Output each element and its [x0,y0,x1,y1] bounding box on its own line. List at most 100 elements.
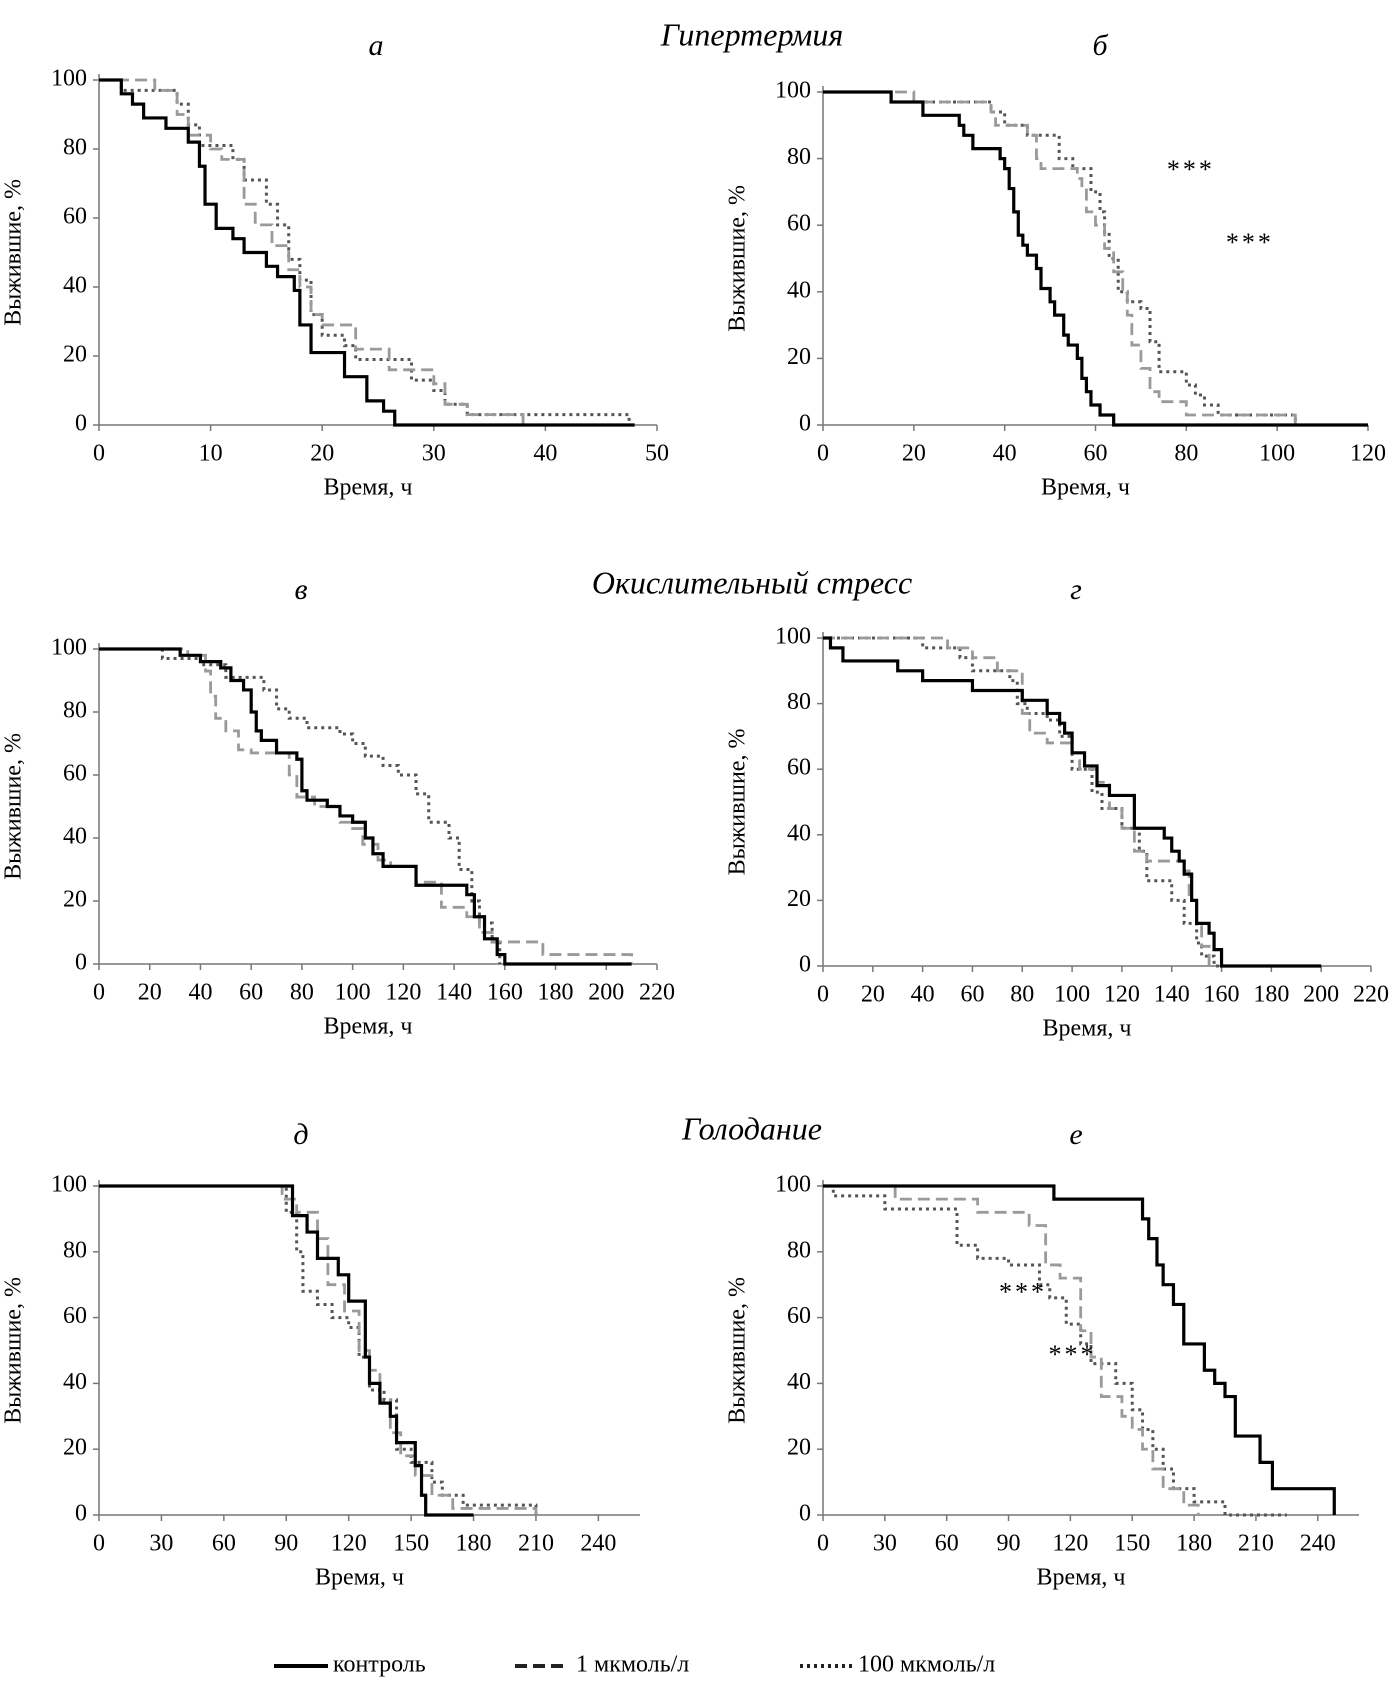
y-tick-label: 40 [787,820,811,846]
x-tick-label: 200 [1303,982,1339,1008]
y-tick-label: 0 [799,952,811,978]
y-tick-label: 100 [775,1172,811,1198]
y-tick-label: 0 [75,1501,87,1527]
x-tick-label: 220 [639,980,675,1006]
y-axis-label: Выжившие, % [725,1277,751,1424]
x-tick-label: 90 [997,1531,1021,1557]
x-tick-label: 90 [274,1531,298,1557]
x-tick-label: 180 [538,980,574,1006]
significance-mark: *** [1226,228,1274,257]
significance-mark: *** [1048,1340,1096,1369]
x-tick-label: 0 [93,980,105,1006]
survival-curve [99,78,635,427]
y-tick-label: 60 [63,204,87,230]
panel-title: б [1092,29,1108,62]
x-tick-label: 160 [1204,982,1240,1008]
x-tick-label: 30 [873,1531,897,1557]
y-tick-label: 40 [63,1369,87,1395]
y-tick-label: 80 [63,698,87,724]
panel-title: г [1070,573,1082,606]
y-tick-label: 100 [51,1172,87,1198]
x-axis-label: Время, ч [1037,1565,1126,1591]
x-tick-label: 40 [188,980,212,1006]
x-tick-label: 80 [1010,982,1034,1008]
y-tick-label: 100 [775,624,811,650]
x-tick-label: 180 [1176,1531,1212,1557]
x-tick-label: 60 [239,980,263,1006]
x-tick-label: 200 [588,980,624,1006]
y-tick-label: 0 [75,950,87,976]
y-tick-label: 40 [63,273,87,299]
x-tick-label: 60 [1084,441,1108,467]
x-tick-label: 80 [1174,441,1198,467]
x-axis-label: Время, ч [315,1565,404,1591]
y-axis-label: Выжившие, % [725,729,751,876]
legend-label: 1 мкмоль/л [576,1652,689,1678]
x-tick-label: 100 [1054,982,1090,1008]
survival-curve [823,90,1297,425]
x-tick-label: 10 [199,441,223,467]
x-tick-label: 140 [436,980,472,1006]
survival-curve [823,636,1211,966]
x-tick-label: 30 [149,1531,173,1557]
y-tick-label: 80 [787,144,811,170]
y-tick-label: 20 [787,886,811,912]
x-tick-label: 210 [1238,1531,1274,1557]
y-axis-label: Выжившие, % [725,185,751,332]
y-tick-label: 80 [787,1237,811,1263]
x-tick-label: 120 [1052,1531,1088,1557]
x-tick-label: 60 [960,982,984,1008]
x-tick-label: 180 [456,1531,492,1557]
x-tick-label: 150 [393,1531,429,1557]
x-tick-label: 120 [1350,441,1386,467]
panel-title: а [369,29,384,62]
survival-curve [99,78,631,425]
x-tick-label: 0 [817,1531,829,1557]
x-tick-label: 140 [1154,982,1190,1008]
y-tick-label: 0 [75,411,87,437]
x-tick-label: 50 [645,441,669,467]
section-title: Гипертермия [660,16,843,52]
x-tick-label: 0 [93,441,105,467]
y-tick-label: 20 [63,1435,87,1461]
y-tick-label: 40 [787,1369,811,1395]
x-tick-label: 30 [422,441,446,467]
x-tick-label: 240 [1300,1531,1336,1557]
y-tick-label: 40 [787,277,811,303]
survival-curve [823,636,1322,968]
survival-curve [99,647,632,966]
y-tick-label: 20 [63,887,87,913]
legend-label: 100 мкмоль/л [858,1652,995,1678]
x-tick-label: 40 [911,982,935,1008]
y-tick-label: 100 [51,635,87,661]
x-tick-label: 40 [993,441,1017,467]
y-tick-label: 60 [787,211,811,237]
y-tick-label: 100 [775,78,811,104]
x-tick-label: 120 [385,980,421,1006]
x-axis-label: Время, ч [324,475,413,501]
panel-title: е [1069,1118,1082,1151]
x-tick-label: 150 [1114,1531,1150,1557]
x-axis-label: Время, ч [1043,1016,1132,1042]
x-axis-label: Время, ч [1041,475,1130,501]
x-tick-label: 20 [902,441,926,467]
x-tick-label: 210 [518,1531,554,1557]
x-tick-label: 20 [861,982,885,1008]
y-tick-label: 60 [787,1303,811,1329]
section-title: Окислительный стресс [592,564,912,600]
significance-mark: *** [999,1278,1047,1307]
survival-curve [99,647,634,964]
x-tick-label: 240 [580,1531,616,1557]
x-tick-label: 0 [817,982,829,1008]
panel-title: д [293,1118,308,1151]
survival-curve [823,1184,1336,1515]
survival-curve [99,78,525,425]
y-axis-label: Выжившие, % [1,179,27,326]
x-tick-label: 0 [93,1531,105,1557]
y-tick-label: 0 [799,1501,811,1527]
survival-curve [823,636,1322,968]
survival-curve [99,1184,474,1517]
survival-curve [99,647,502,964]
y-tick-label: 80 [63,135,87,161]
survival-curve [823,1184,1287,1517]
